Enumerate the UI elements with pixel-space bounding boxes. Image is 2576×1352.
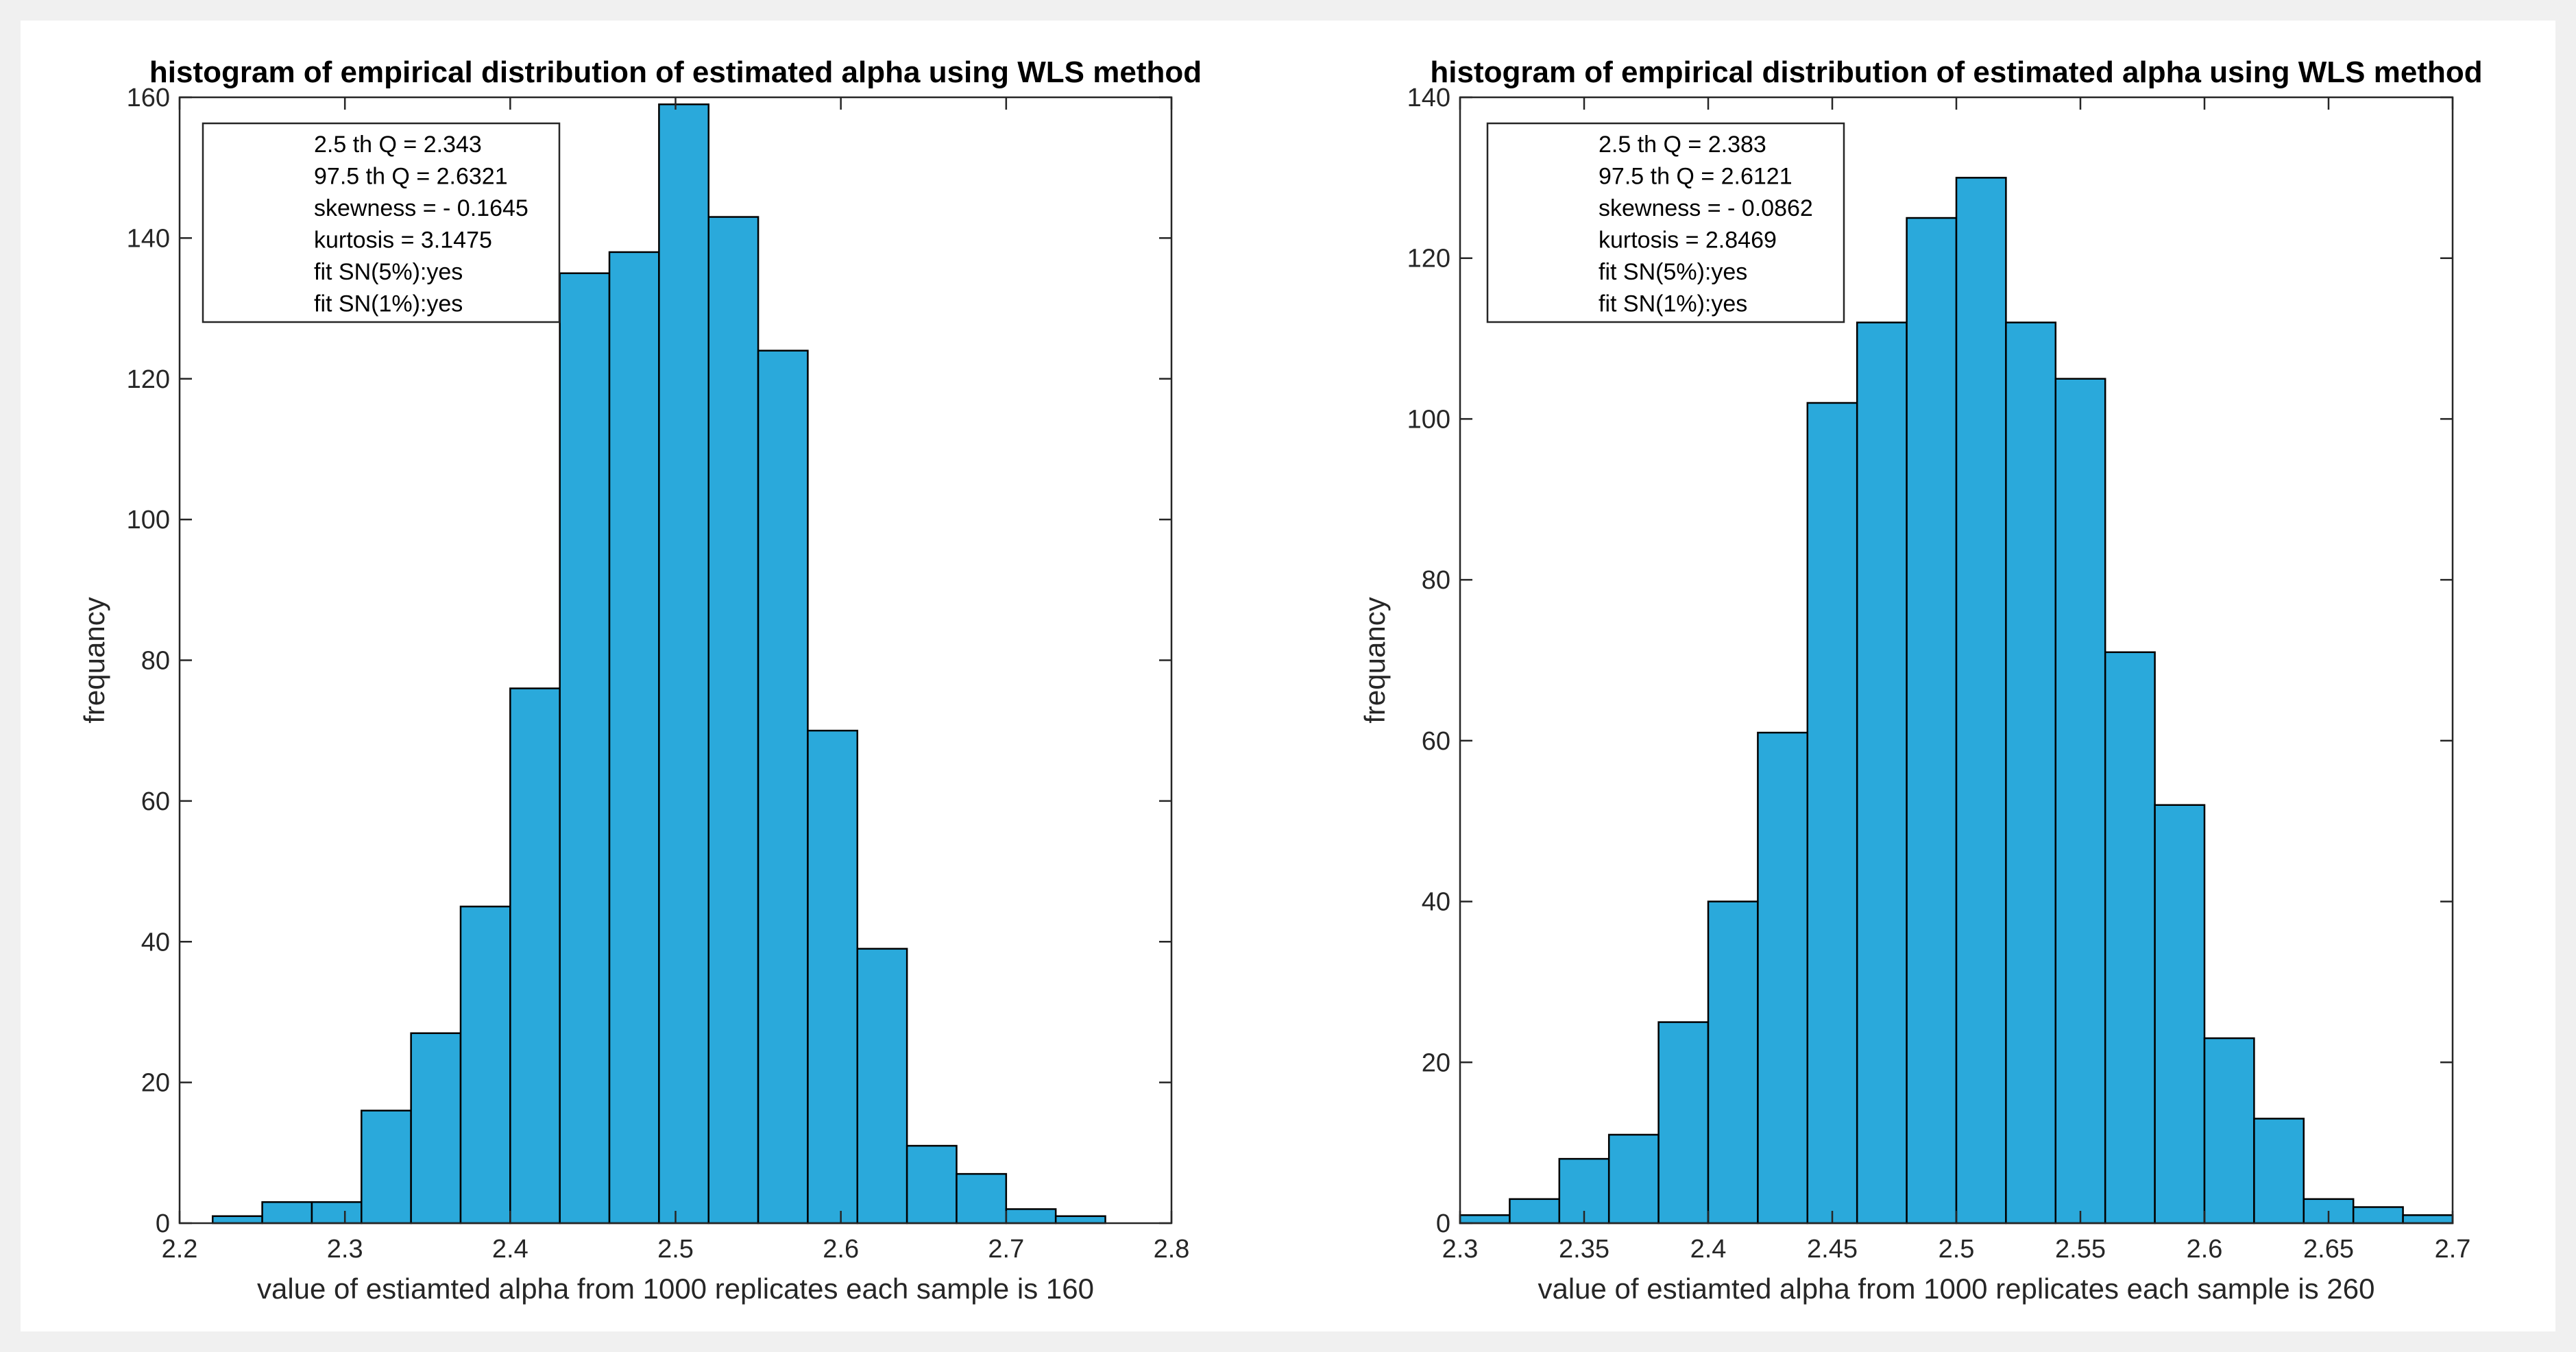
histogram-bar — [1856, 321, 1908, 1225]
histogram-bar — [509, 687, 561, 1225]
y-tick-label: 140 — [1407, 84, 1450, 112]
x-tick-label: 2.4 — [1690, 1235, 1727, 1264]
histogram-bar — [311, 1201, 363, 1225]
charts-svg: 2.2 2.3 2.4 2.5 2.6 2.7 2.8 0 20 40 60 80 100 120 140 1… — [78, 56, 2483, 1305]
histogram-bar — [1806, 402, 1858, 1225]
histogram-bar — [1906, 217, 1958, 1225]
x-tick-label: 2.6 — [823, 1235, 859, 1264]
y-tick-label: 140 — [127, 224, 170, 253]
chart-1: 2.2 2.3 2.4 2.5 2.6 2.7 2.8 0 20 40 60 80 100 120 140 1… — [78, 56, 1202, 1305]
stats-annotation-box — [1486, 122, 1845, 323]
histogram-bar — [658, 103, 709, 1225]
stats-line: 2.5 th Q = 2.343 — [314, 132, 482, 158]
histogram-bar — [2154, 804, 2206, 1225]
y-tick-label: 20 — [141, 1069, 170, 1098]
histogram-bar — [2005, 321, 2057, 1225]
x-tick-label: 2.65 — [2303, 1235, 2354, 1264]
y-tick-label: 0 — [1436, 1209, 1450, 1238]
y-tick-label: 40 — [1422, 888, 1450, 917]
y-tick-label: 160 — [127, 84, 170, 112]
chart-2: 2.3 2.35 2.4 2.45 2.5 2.55 2.6 2.65 2.7 0 20 40 60 80… — [1359, 56, 2483, 1305]
histogram-bar — [807, 729, 859, 1225]
stats-line: kurtosis = 3.1475 — [314, 228, 492, 254]
figure-canvas: 2.2 2.3 2.4 2.5 2.6 2.7 2.8 0 20 40 60 80 100 120 140 1… — [21, 21, 2555, 1331]
x-tick-label: 2.35 — [1559, 1235, 1609, 1264]
histogram-bar — [459, 905, 511, 1225]
histogram-bar — [1757, 731, 1809, 1225]
histogram-bar — [410, 1032, 462, 1225]
histogram-bar — [956, 1172, 1008, 1225]
histogram-bar — [1459, 1214, 1511, 1225]
x-tick-label: 2.5 — [657, 1235, 694, 1264]
histogram-bar — [906, 1144, 958, 1225]
y-tick-label: 120 — [127, 365, 170, 394]
x-tick-label: 2.4 — [492, 1235, 528, 1264]
y-tick-label: 60 — [1422, 727, 1450, 756]
x-tick-label: 2.8 — [1154, 1235, 1190, 1264]
histogram-bar — [2054, 378, 2106, 1225]
x-tick-label: 2.45 — [1807, 1235, 1858, 1264]
y-tick-label: 80 — [1422, 566, 1450, 595]
x-tick-label: 2.5 — [1939, 1235, 1975, 1264]
stats-line: 2.5 th Q = 2.383 — [1599, 132, 1766, 158]
histogram-bar — [856, 948, 908, 1225]
stats-annotation-box — [202, 122, 561, 323]
histogram-bar — [1657, 1021, 1710, 1225]
histogram-bar — [211, 1215, 263, 1225]
x-tick-label: 2.55 — [2055, 1235, 2106, 1264]
x-tick-label: 2.3 — [327, 1235, 363, 1264]
chart-title: histogram of empirical distribution of e… — [1430, 56, 2482, 89]
histogram-bar — [2402, 1214, 2454, 1225]
histogram-bar — [2203, 1037, 2255, 1225]
histogram-bar — [757, 349, 809, 1225]
histogram-bar — [2253, 1118, 2305, 1225]
x-axis-label: value of estiamted alpha from 1000 repli… — [1538, 1273, 2374, 1305]
stats-line: skewness = - 0.0862 — [1599, 195, 1813, 221]
y-axis-label: frequancy — [78, 597, 110, 723]
stats-line: fit SN(1%):yes — [314, 291, 463, 317]
histogram-bar — [1707, 900, 1759, 1225]
histogram-bar — [1607, 1133, 1660, 1225]
histogram-bar — [1509, 1198, 1561, 1225]
x-tick-label: 2.7 — [2435, 1235, 2471, 1264]
y-tick-label: 80 — [141, 647, 170, 676]
y-tick-label: 120 — [1407, 245, 1450, 273]
chart-title: histogram of empirical distribution of e… — [149, 56, 1202, 89]
stats-line: skewness = - 0.1645 — [314, 195, 528, 221]
histogram-bar — [608, 251, 660, 1225]
histogram-bar — [261, 1201, 313, 1225]
y-tick-label: 100 — [127, 506, 170, 534]
histogram-bar — [361, 1109, 412, 1225]
stats-line: 97.5 th Q = 2.6321 — [314, 164, 508, 190]
histogram-bar — [1005, 1208, 1057, 1225]
x-tick-label: 2.2 — [162, 1235, 198, 1264]
y-tick-label: 40 — [141, 928, 170, 957]
y-tick-label: 0 — [156, 1209, 170, 1238]
histogram-bar — [2104, 651, 2156, 1225]
x-axis-label: value of estiamted alpha from 1000 repli… — [257, 1273, 1094, 1305]
histogram-bar — [1955, 177, 2007, 1225]
histogram-bar — [2352, 1206, 2404, 1225]
x-tick-label: 2.7 — [988, 1235, 1024, 1264]
histogram-bar — [1054, 1215, 1106, 1225]
y-axis-label: frequancy — [1359, 597, 1391, 723]
stats-line: fit SN(5%):yes — [314, 259, 463, 285]
histogram-bar — [707, 216, 760, 1225]
histogram-bar — [559, 272, 611, 1225]
stats-line: kurtosis = 2.8469 — [1599, 228, 1777, 254]
stats-line: fit SN(1%):yes — [1599, 291, 1747, 317]
stats-line: fit SN(5%):yes — [1599, 259, 1747, 285]
x-tick-label: 2.6 — [2187, 1235, 2223, 1264]
y-tick-label: 100 — [1407, 405, 1450, 434]
y-tick-label: 60 — [141, 787, 170, 816]
x-tick-label: 2.3 — [1442, 1235, 1479, 1264]
y-tick-label: 20 — [1422, 1048, 1450, 1077]
stats-line: 97.5 th Q = 2.6121 — [1599, 164, 1793, 190]
